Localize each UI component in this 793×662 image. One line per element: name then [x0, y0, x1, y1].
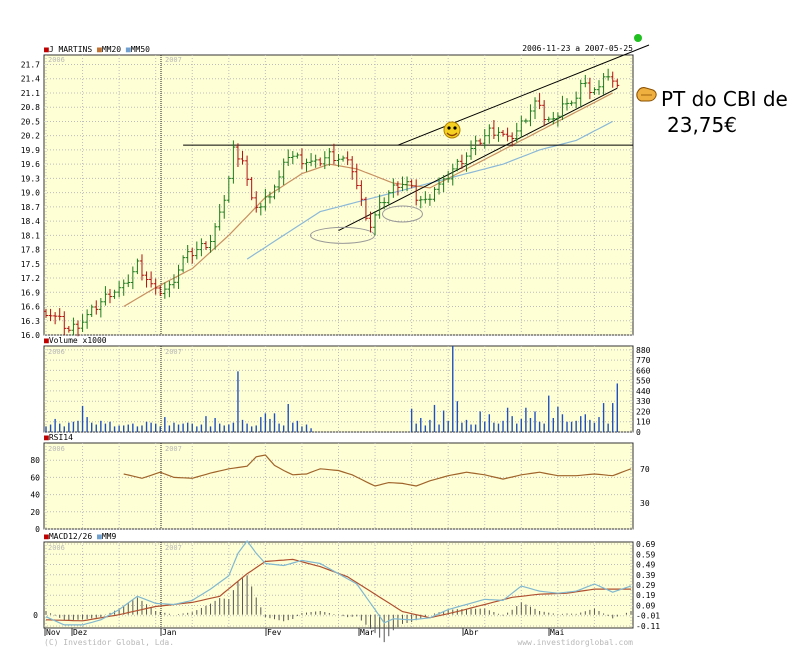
price-tick-label: 19.0	[21, 189, 40, 198]
price-tick-label: 19.6	[21, 160, 40, 169]
year-mark-2006: 2006	[48, 56, 65, 64]
rsi-tick-label: 20	[30, 508, 40, 517]
price-tick-label: 18.1	[21, 231, 40, 240]
macd-tick-label: 0.09	[636, 601, 655, 610]
macd-title: ■MACD12/26 ■MM9	[44, 532, 116, 541]
price-tick-label: 20.2	[21, 132, 40, 141]
channel-upper	[397, 44, 650, 146]
rsi-right-tick: 30	[640, 499, 650, 508]
volume-tick-label: 220	[636, 407, 651, 416]
low-ellipse	[381, 205, 423, 223]
price-tick-label: 21.7	[21, 60, 40, 69]
rsi-right-tick: 70	[640, 465, 650, 474]
year-mark-2007: 2007	[165, 56, 182, 64]
price-tick-label: 19.3	[21, 174, 40, 183]
rsi-tick-label: 40	[30, 491, 40, 500]
volume-tick-label: 440	[636, 387, 651, 396]
macd-year-2007: 2007	[165, 544, 182, 552]
price-tick-label: 16.0	[21, 331, 40, 340]
mm50-line	[246, 120, 613, 260]
rsi-tick-label: 0	[35, 525, 40, 534]
month-label: Fev	[267, 628, 282, 637]
price-tick-label: 20.8	[21, 103, 40, 112]
rsi-panel: ■RSI14 2006 2007 80 60 40 20 0 70 30	[30, 433, 649, 534]
macd-tick-label: 0.49	[636, 561, 655, 570]
smiley-icon	[443, 121, 461, 139]
volume-title: ■Volume x1000	[44, 336, 107, 345]
volume-tick-label: 770	[636, 356, 651, 365]
rsi-tick-label: 60	[30, 473, 40, 482]
price-tick-label: 21.1	[21, 89, 40, 98]
month-label: Abr	[464, 628, 479, 637]
macd-tick-label: 0.29	[636, 581, 655, 590]
volume-year-2006: 2006	[48, 348, 65, 356]
price-tick-label: 18.4	[21, 217, 40, 226]
mm20-line	[123, 92, 613, 308]
macd-tick-label: 0.69	[636, 540, 655, 549]
macd-tick-label: 0.19	[636, 591, 655, 600]
pointing-hand-icon	[636, 87, 657, 102]
price-tick-label: 19.9	[21, 146, 40, 155]
price-tick-label: 21.4	[21, 75, 40, 84]
target-dot	[634, 34, 642, 42]
macd-tick-label: 0.59	[636, 550, 655, 559]
price-tick-label: 17.5	[21, 260, 40, 269]
rsi-line	[123, 454, 632, 487]
macd-panel: ■MACD12/26 ■MM9 2006 2007 0.690.590.490.…	[33, 532, 660, 643]
volume-tick-label: 110	[636, 418, 651, 427]
legend: ■J MARTINS ■MM20 ■MM50	[44, 45, 150, 54]
macd-left-tick: 0	[33, 611, 38, 620]
macd-tick-label: -0.11	[636, 622, 660, 631]
volume-tick-label: 550	[636, 377, 651, 386]
date-range: 2006-11-23 a 2007-05-25	[522, 44, 633, 53]
volume-tick-label: 880	[636, 346, 651, 355]
price-tick-label: 18.7	[21, 203, 40, 212]
volume-tick-label: 330	[636, 397, 651, 406]
price-tick-label: 16.9	[21, 288, 40, 297]
macd-year-2006: 2006	[48, 544, 65, 552]
price-tick-label: 17.8	[21, 246, 40, 255]
month-label: Dez	[73, 628, 88, 637]
price-tick-label: 16.6	[21, 303, 40, 312]
rsi-tick-label: 80	[30, 456, 40, 465]
price-tick-label: 20.5	[21, 117, 40, 126]
annotation-line-1: PT do CBI de	[661, 87, 788, 111]
volume-year-2007: 2007	[165, 348, 182, 356]
macd-line	[45, 540, 632, 626]
month-label: Jan	[162, 628, 177, 637]
website: www.investidorglobal.com	[517, 638, 633, 647]
month-label: Mai	[550, 628, 565, 637]
rsi-year-2007: 2007	[165, 445, 182, 453]
volume-tick-label: 660	[636, 366, 651, 375]
annotation-line-2: 23,75€	[667, 113, 737, 137]
low-ellipse	[310, 226, 375, 244]
price-panel: ■J MARTINS ■MM20 ■MM50 2006-11-23 a 2007…	[21, 34, 788, 340]
macd-tick-label: -0.01	[636, 612, 660, 621]
month-label: Mar	[360, 628, 375, 637]
channel-lower	[338, 87, 618, 232]
month-label: Nov	[46, 628, 61, 637]
price-tick-label: 17.2	[21, 274, 40, 283]
rsi-title: ■RSI14	[44, 433, 73, 442]
macd-tick-label: 0.39	[636, 571, 655, 580]
legend-name: J MARTINS	[49, 45, 93, 54]
volume-tick-label: 0	[636, 428, 641, 437]
rsi-year-2006: 2006	[48, 445, 65, 453]
copyright: (C) Investidor Global, Lda.	[44, 638, 174, 647]
price-tick-label: 16.3	[21, 317, 40, 326]
